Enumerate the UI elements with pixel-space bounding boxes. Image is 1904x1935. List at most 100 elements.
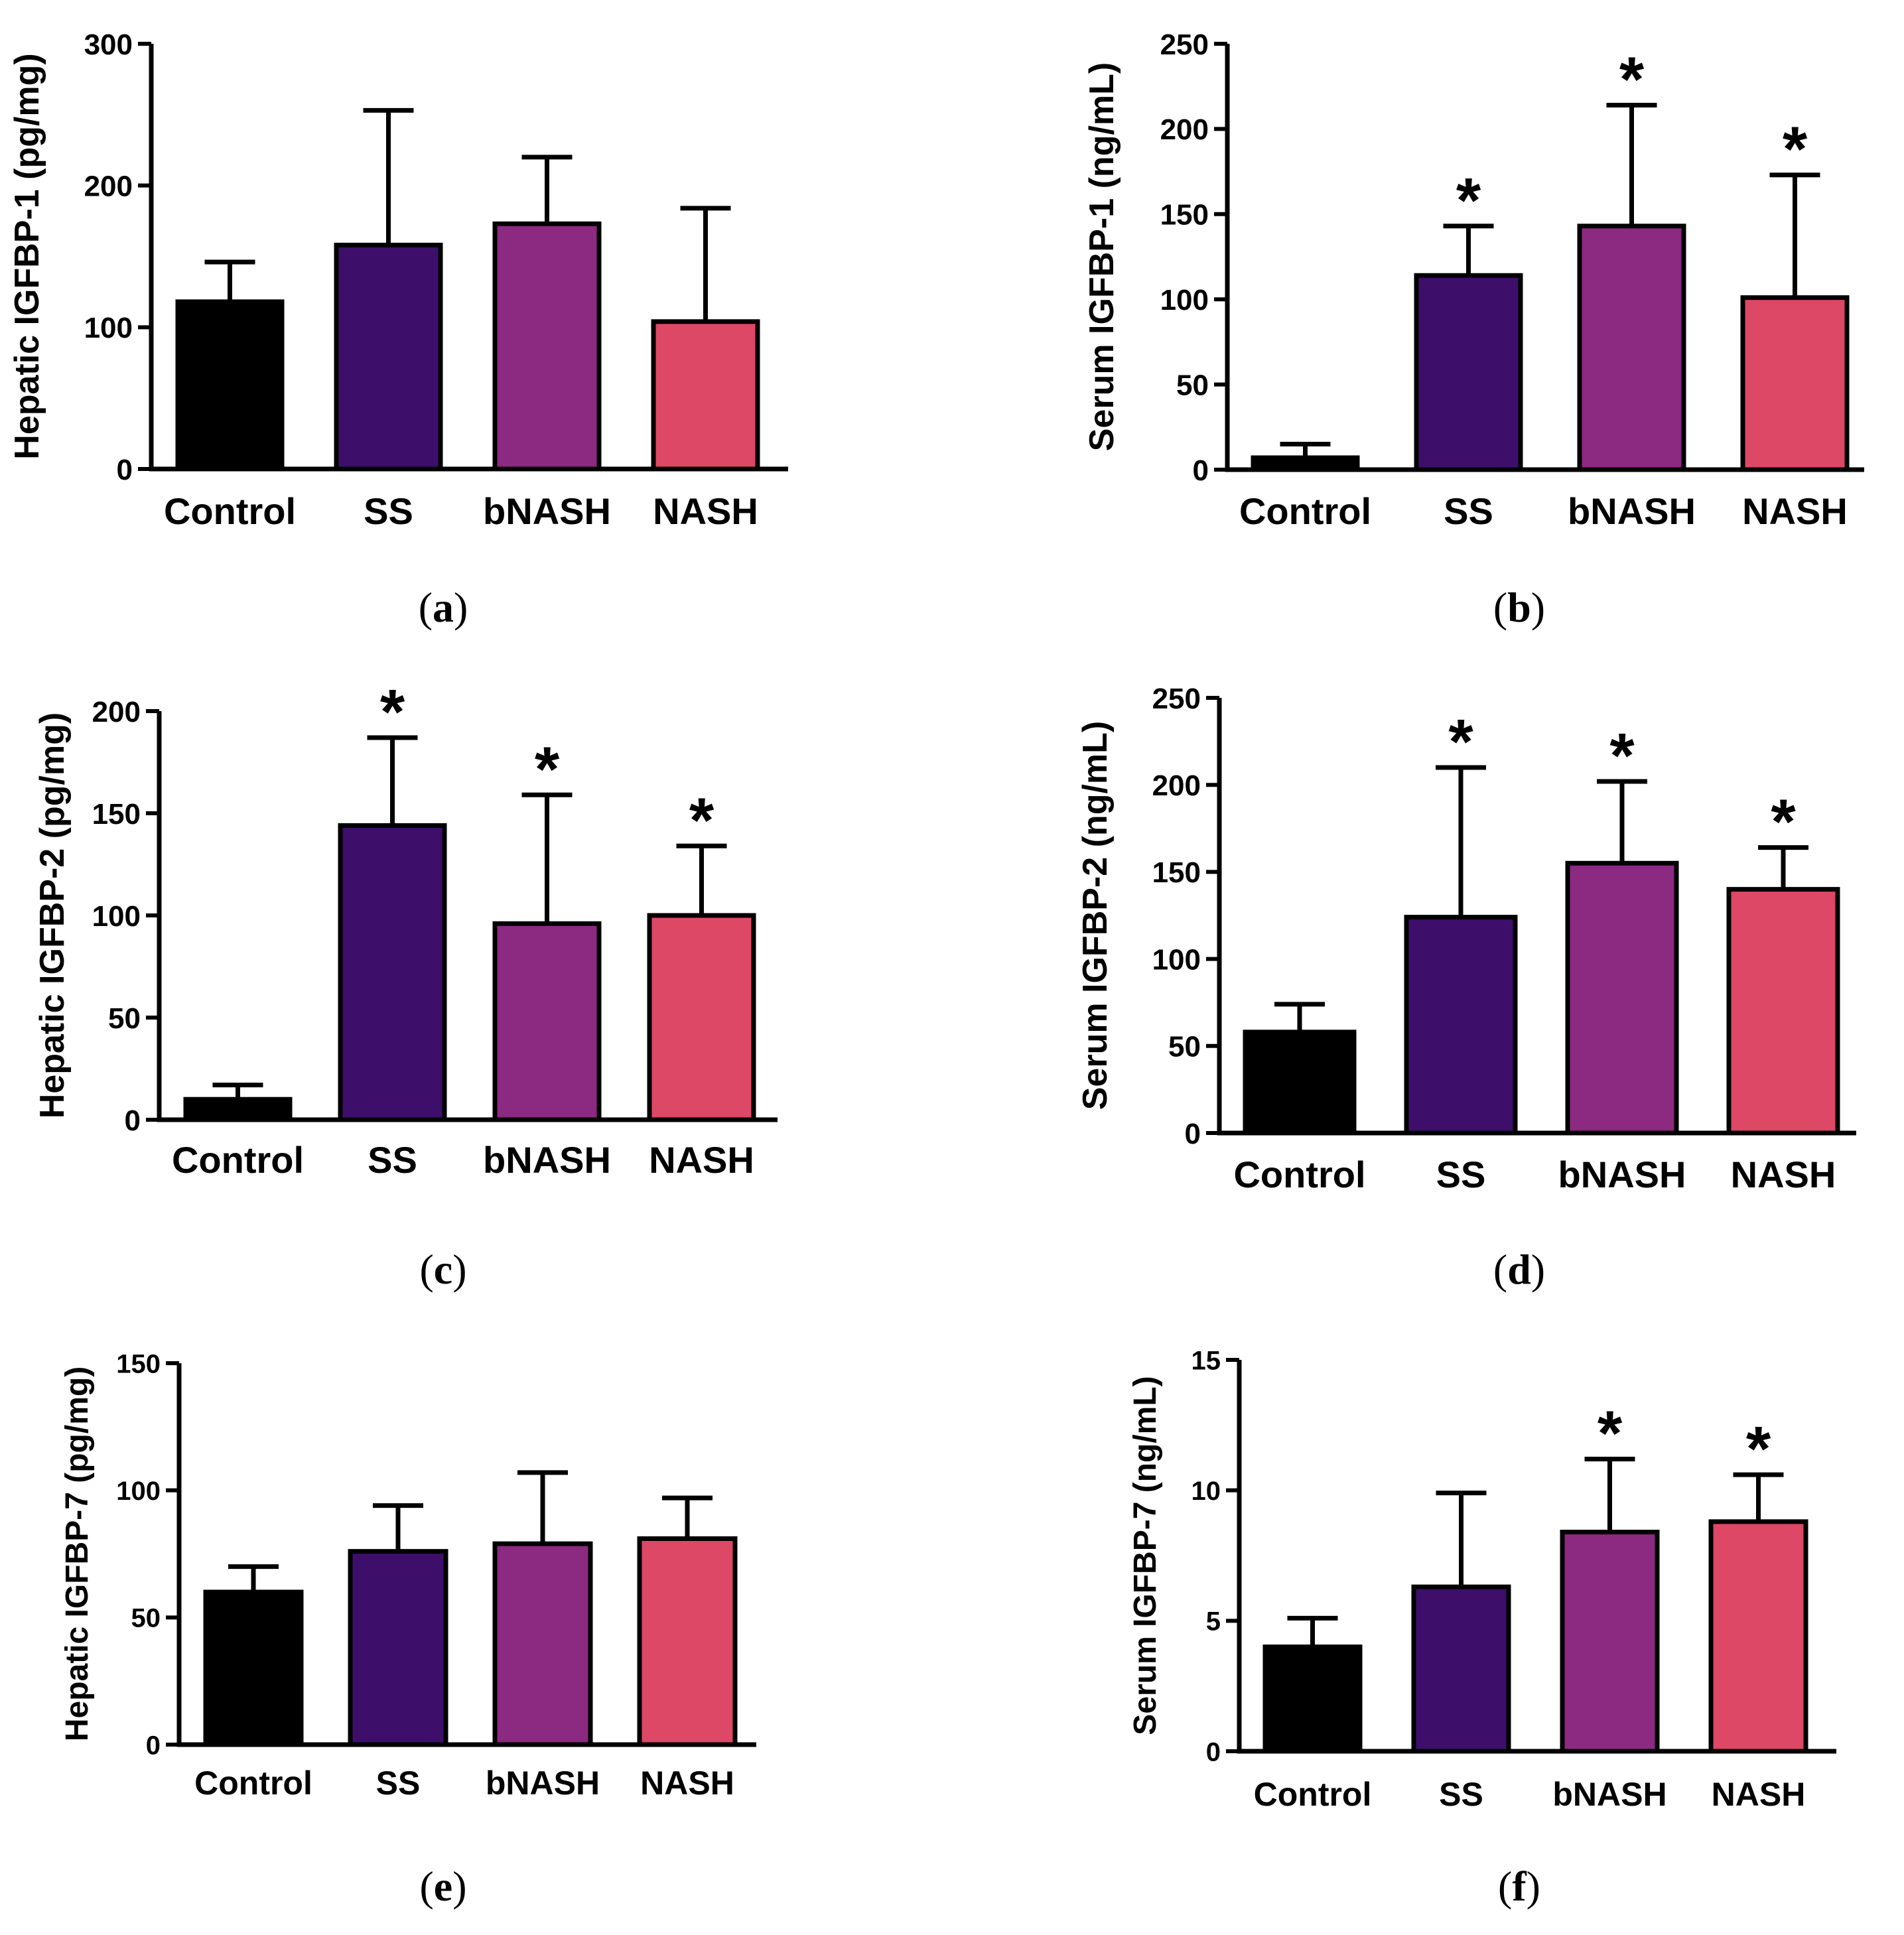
bar-e-NASH (637, 1536, 738, 1747)
y-tick-label-d-50: 50 (1168, 1031, 1201, 1063)
x-tick-label-b-bNASH: bNASH (1568, 490, 1696, 532)
x-tick-label-d-SS: SS (1436, 1154, 1486, 1195)
bar-b-NASH (1740, 295, 1850, 472)
bar-f-Control (1262, 1644, 1363, 1754)
y-tick-label-e-150: 150 (116, 1349, 161, 1378)
x-tick-label-a-bNASH: bNASH (483, 490, 611, 532)
y-axis-title-e: Hepatic IGFBP-7 (pg/mg) (60, 1367, 95, 1741)
x-tick-label-b-NASH: NASH (1742, 490, 1848, 532)
y-tick-label-c-150: 150 (92, 798, 141, 831)
y-tick-label-d-250: 250 (1152, 683, 1201, 715)
y-tick-label-e-0: 0 (146, 1731, 161, 1760)
x-tick-label-c-SS: SS (368, 1139, 417, 1181)
bar-a-SS (334, 242, 443, 472)
bar-a-NASH (651, 319, 760, 472)
chart-panel-f: Control SS * bNASH * NASH 0 5 10 15 Serum IGFBP-7 … (1128, 1346, 1836, 1910)
x-tick-label-c-NASH: NASH (649, 1139, 754, 1181)
bar-c-Control (183, 1097, 293, 1122)
y-tick-label-c-0: 0 (125, 1104, 141, 1137)
significance-star-f-NASH: * (1746, 1414, 1771, 1485)
y-tick-label-a-300: 300 (84, 29, 133, 61)
y-tick-label-b-0: 0 (1193, 454, 1209, 487)
y-tick-label-e-50: 50 (131, 1604, 161, 1633)
bar-b-bNASH (1577, 224, 1686, 472)
y-tick-label-f-10: 10 (1191, 1477, 1221, 1506)
bar-b-SS (1414, 273, 1523, 472)
significance-star-d-SS: * (1448, 706, 1473, 777)
x-tick-label-c-bNASH: bNASH (483, 1139, 611, 1181)
x-tick-label-b-SS: SS (1444, 490, 1493, 532)
bar-c-NASH (647, 913, 756, 1122)
y-tick-label-f-5: 5 (1206, 1607, 1221, 1636)
y-tick-label-b-150: 150 (1160, 199, 1209, 232)
chart-panel-c: Control * SS * bNASH * NASH 0 50 100 150 200 Hepatic… (33, 677, 778, 1293)
y-tick-label-b-100: 100 (1160, 284, 1209, 316)
significance-star-b-NASH: * (1783, 114, 1808, 185)
bar-a-bNASH (492, 221, 602, 472)
panel-label-a: (a) (419, 584, 468, 631)
significance-star-c-SS: * (380, 677, 405, 748)
bar-d-NASH (1726, 887, 1840, 1136)
bar-e-SS (348, 1549, 448, 1747)
y-tick-label-d-200: 200 (1152, 769, 1201, 802)
chart-panel-e: Control SS bNASH NASH 0 50 100 150 Hepatic IGFBP… (60, 1349, 756, 1910)
significance-star-b-bNASH: * (1619, 44, 1645, 115)
bar-f-SS (1411, 1584, 1511, 1754)
x-tick-label-f-Control: Control (1254, 1776, 1372, 1813)
y-tick-label-a-100: 100 (84, 312, 133, 344)
x-tick-label-e-Control: Control (194, 1765, 312, 1802)
x-tick-label-e-bNASH: bNASH (486, 1765, 600, 1802)
bar-d-Control (1243, 1030, 1357, 1136)
y-tick-label-c-50: 50 (108, 1002, 141, 1035)
bar-a-Control (175, 299, 285, 472)
bar-f-bNASH (1560, 1530, 1660, 1754)
x-tick-label-e-SS: SS (376, 1765, 421, 1802)
y-tick-label-d-150: 150 (1152, 856, 1201, 889)
bar-c-SS (338, 823, 447, 1122)
y-tick-label-e-100: 100 (116, 1477, 161, 1506)
x-tick-label-a-SS: SS (364, 490, 413, 532)
y-tick-label-b-250: 250 (1160, 29, 1209, 61)
y-tick-label-c-200: 200 (92, 696, 141, 728)
bar-e-bNASH (492, 1541, 593, 1747)
y-tick-label-a-200: 200 (84, 170, 133, 203)
significance-star-b-SS: * (1456, 165, 1481, 236)
panel-label-e: (e) (419, 1863, 466, 1910)
x-tick-label-d-bNASH: bNASH (1558, 1154, 1686, 1195)
panel-label-b: (b) (1493, 584, 1545, 631)
significance-star-d-bNASH: * (1609, 720, 1635, 791)
y-axis-title-b: Serum IGFBP-1 (ng/mL) (1083, 62, 1121, 451)
x-tick-label-f-SS: SS (1439, 1776, 1483, 1813)
chart-panel-a: Control SS bNASH NASH 0 100 200 300 Hepatic IGFB… (8, 29, 788, 631)
y-tick-label-b-200: 200 (1160, 113, 1209, 146)
significance-star-d-NASH: * (1771, 787, 1796, 858)
x-tick-label-f-bNASH: bNASH (1552, 1776, 1666, 1813)
x-tick-label-f-NASH: NASH (1712, 1776, 1806, 1813)
chart-panel-d: Control * SS * bNASH * NASH 0 50 100 150 200 250 Seru… (1076, 683, 1856, 1293)
y-tick-label-d-100: 100 (1152, 943, 1201, 976)
y-tick-label-c-100: 100 (92, 900, 141, 933)
x-tick-label-a-Control: Control (164, 490, 296, 532)
bar-c-bNASH (492, 921, 602, 1122)
y-axis-title-d: Serum IGFBP-2 (ng/mL) (1076, 721, 1115, 1110)
bar-e-Control (203, 1589, 304, 1747)
y-axis-title-a: Hepatic IGFBP-1 (pg/mg) (8, 53, 46, 459)
bar-d-bNASH (1565, 860, 1679, 1136)
panel-label-c: (c) (419, 1246, 466, 1293)
y-axis-title-f: Serum IGFBP-7 (ng/mL) (1128, 1376, 1163, 1735)
y-tick-label-f-15: 15 (1191, 1346, 1221, 1375)
bar-f-NASH (1708, 1519, 1808, 1754)
bar-d-SS (1404, 915, 1518, 1136)
significance-star-f-bNASH: * (1598, 1398, 1623, 1469)
significance-star-c-NASH: * (689, 785, 714, 856)
panel-label-d: (d) (1493, 1246, 1545, 1293)
y-tick-label-b-50: 50 (1176, 369, 1209, 401)
y-tick-label-f-0: 0 (1206, 1737, 1221, 1767)
panel-label-f: (f) (1498, 1863, 1540, 1910)
x-tick-label-c-Control: Control (172, 1139, 304, 1181)
chart-panel-b: Control * SS * bNASH * NASH 0 50 100 150 200 250 Seru… (1083, 29, 1864, 631)
x-tick-label-a-NASH: NASH (653, 490, 758, 532)
y-tick-label-d-0: 0 (1185, 1118, 1201, 1150)
y-axis-title-c: Hepatic IGFBP-2 (pg/mg) (33, 712, 72, 1118)
